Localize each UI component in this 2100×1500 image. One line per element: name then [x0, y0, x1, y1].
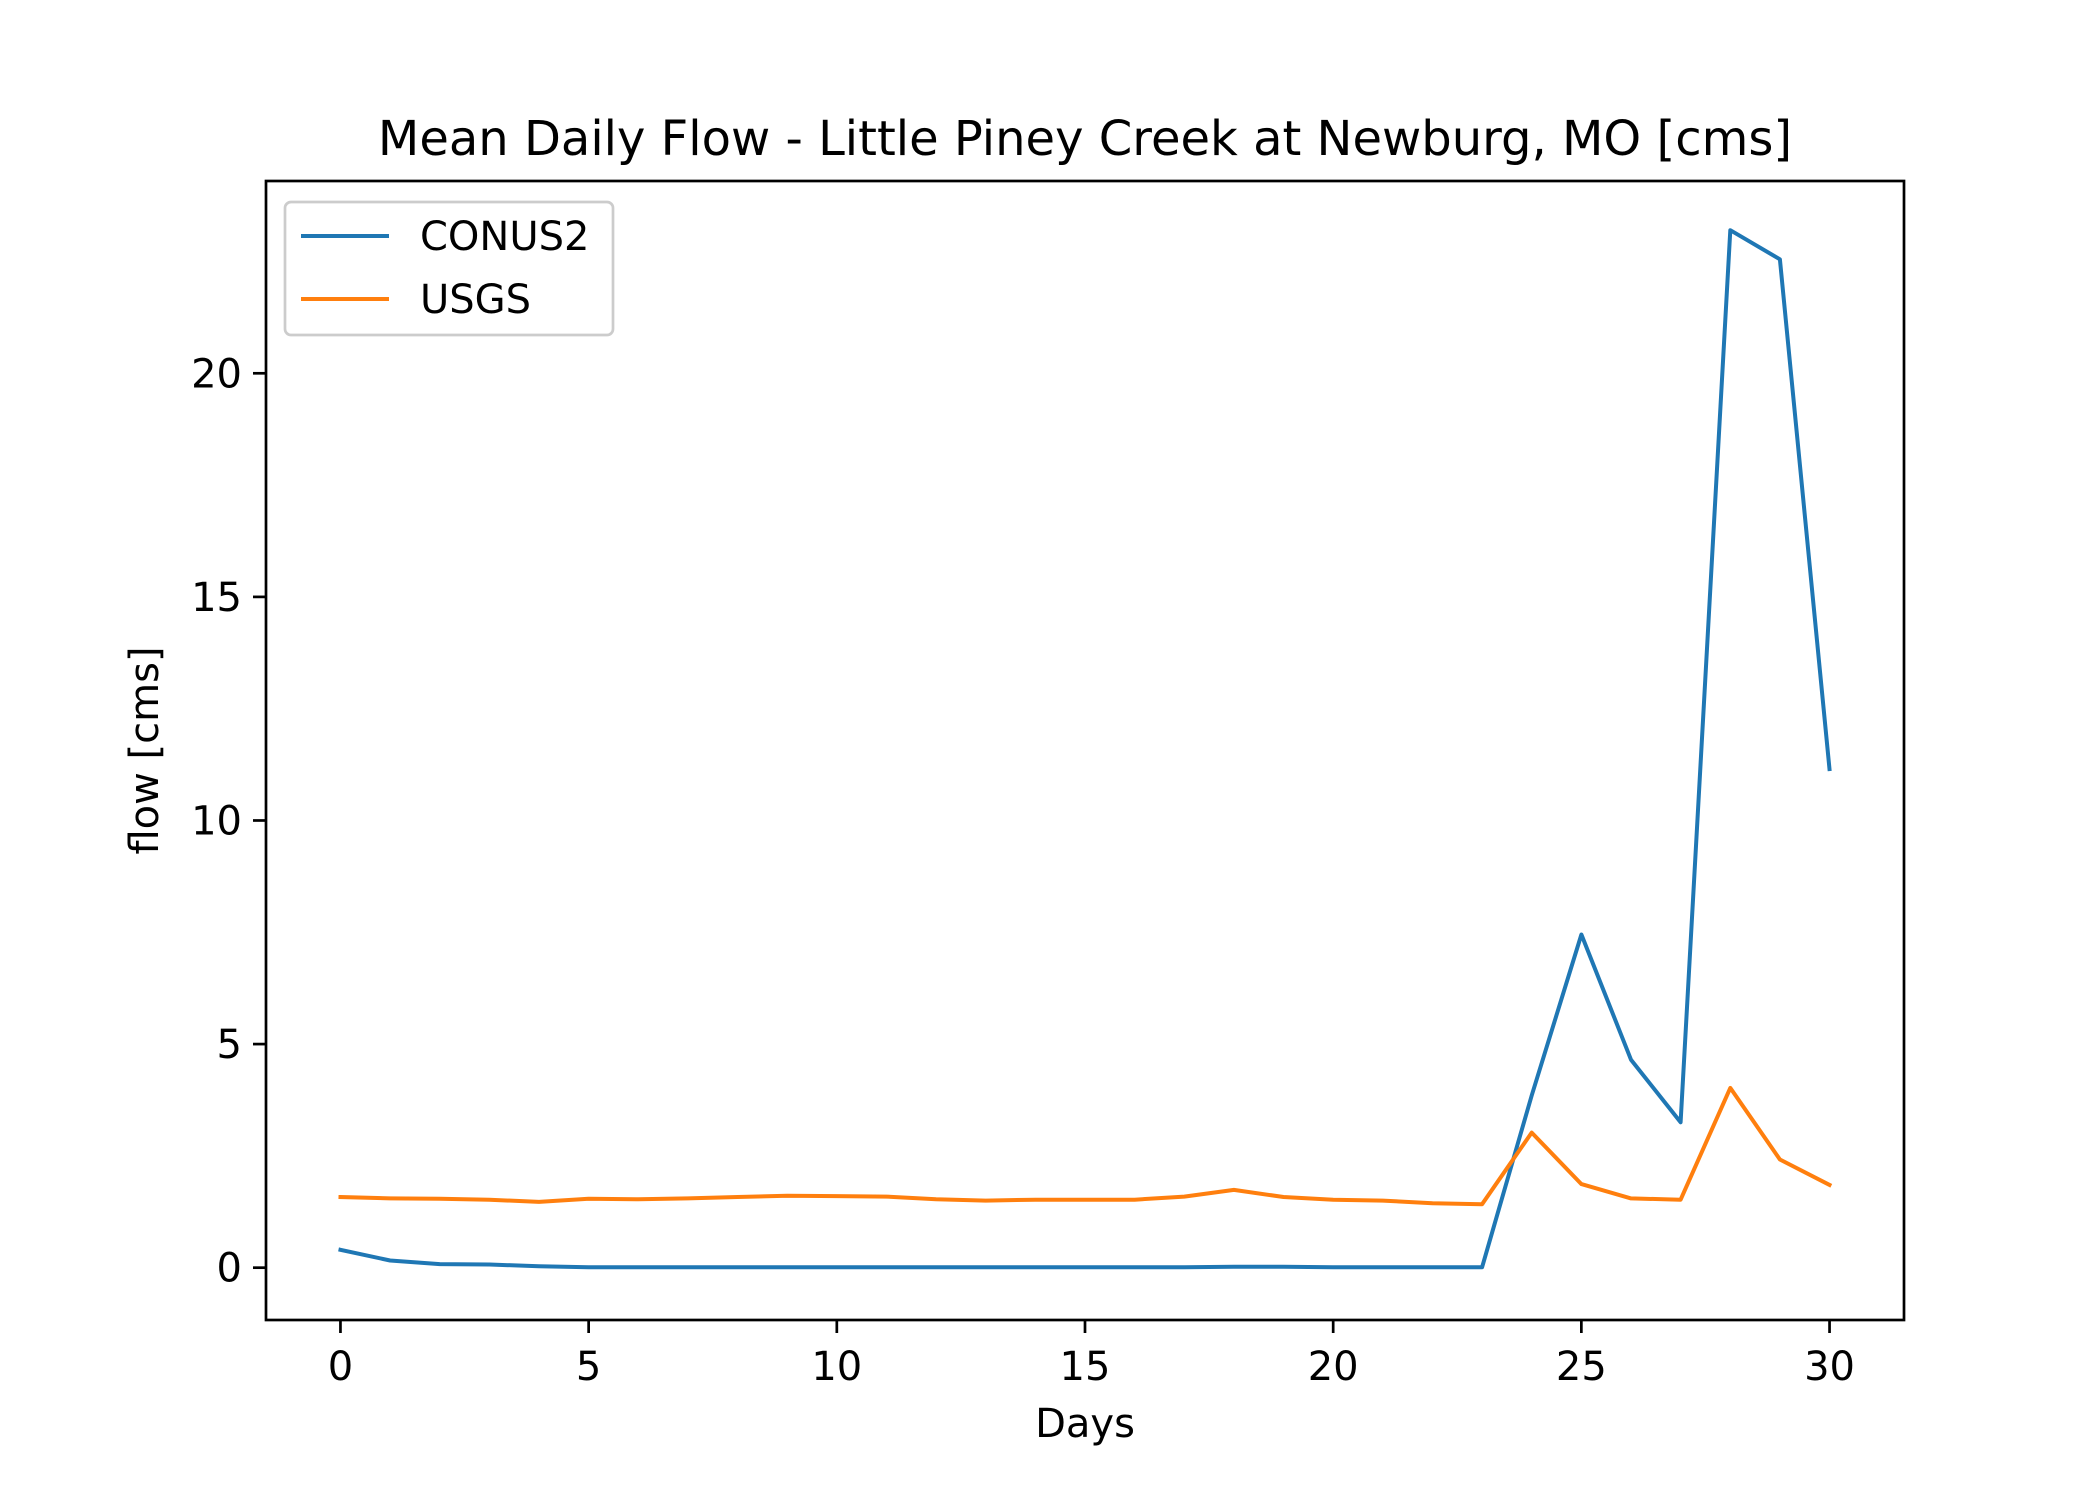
y-tick-label: 0 [217, 1246, 242, 1292]
x-axis-title: Days [1035, 1401, 1135, 1447]
x-tick-label: 30 [1804, 1344, 1855, 1390]
y-axis-ticks: 0 5 10 15 20 [191, 351, 266, 1292]
x-axis-ticks: 0 5 10 15 20 25 30 [328, 1320, 1855, 1390]
series-line-conus2 [338, 228, 1832, 1270]
x-tick-label: 10 [811, 1344, 862, 1390]
legend: CONUS2 USGS [283, 200, 615, 337]
y-tick-label: 10 [191, 798, 242, 844]
y-tick-label: 20 [191, 351, 242, 397]
x-tick-label: 20 [1308, 1344, 1359, 1390]
series-line-usgs [338, 1085, 1833, 1207]
legend-label-conus2: CONUS2 [420, 214, 589, 260]
x-tick-label: 25 [1556, 1344, 1607, 1390]
plot-area [338, 228, 1833, 1270]
legend-label-usgs: USGS [420, 277, 531, 323]
x-tick-label: 0 [328, 1344, 353, 1390]
y-tick-label: 15 [191, 575, 242, 621]
x-tick-label: 15 [1060, 1344, 1111, 1390]
y-tick-label: 5 [217, 1022, 242, 1068]
x-tick-label: 5 [576, 1344, 601, 1390]
chart-title: Mean Daily Flow - Little Piney Creek at … [378, 111, 1792, 167]
y-axis-title: flow [cms] [122, 646, 168, 854]
